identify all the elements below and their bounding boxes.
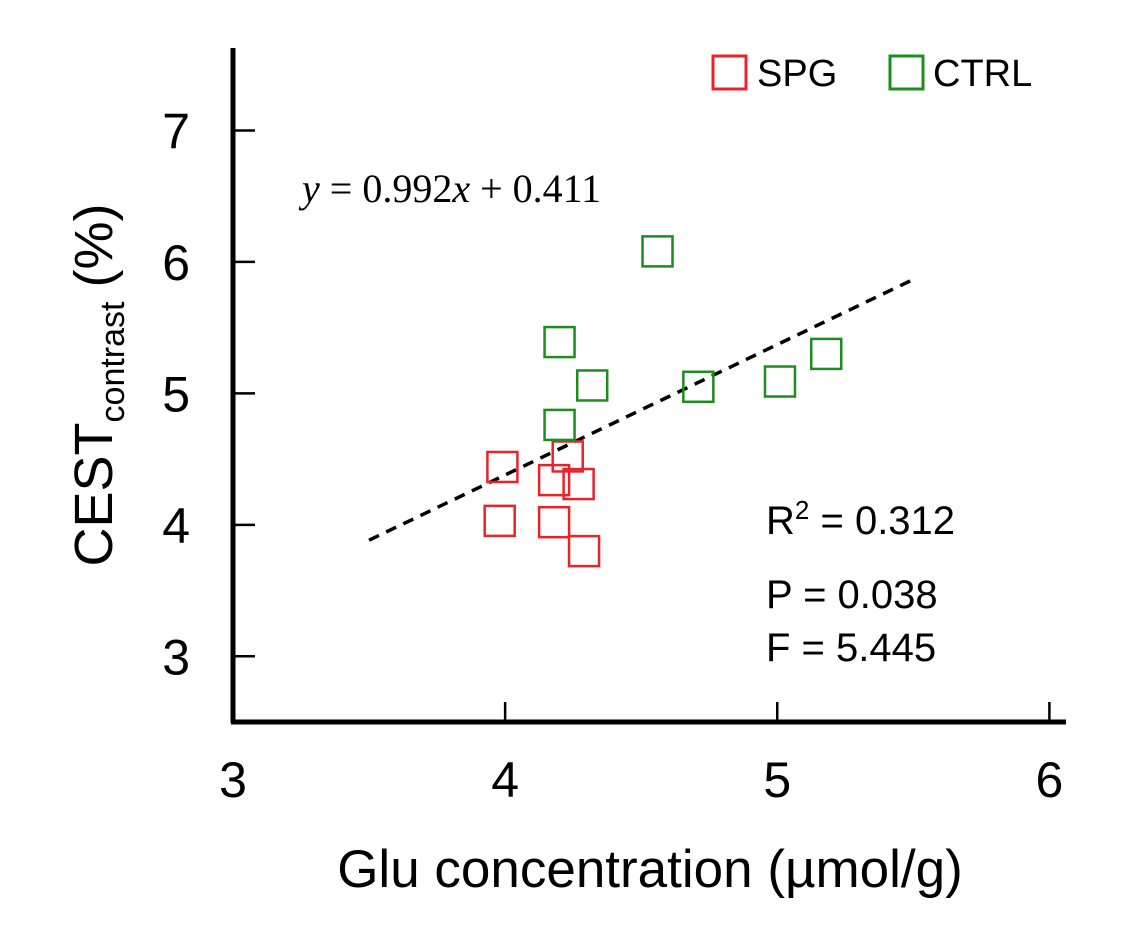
spg-data-point	[562, 467, 595, 501]
spg-data-point	[567, 534, 601, 568]
ctrl-data-point	[641, 235, 674, 268]
spg-data-point	[537, 505, 571, 539]
y-axis-label-main: CEST	[64, 422, 124, 566]
spg-data-point	[486, 450, 519, 484]
spg-data-point	[483, 504, 516, 538]
equation-rest: + 0.411	[470, 166, 601, 211]
fit-line-group	[368, 277, 915, 542]
x-tick-label: 4	[491, 752, 519, 808]
spg-data-point	[537, 463, 571, 497]
legend-spg-label: SPG	[757, 53, 837, 95]
regression-equation: y = 0.992x + 0.411	[298, 166, 601, 211]
equation-eq: = 0.992	[320, 166, 453, 211]
r2-superscript: 2	[795, 495, 809, 525]
equation-y: y	[298, 166, 320, 211]
legend: SPG CTRL	[711, 53, 1032, 95]
ctrl-data-point	[543, 325, 576, 359]
y-tick-label: 7	[162, 103, 190, 159]
legend-ctrl-marker	[888, 54, 925, 91]
y-tick-label: 5	[162, 366, 190, 422]
x-tick-label: 6	[1035, 752, 1063, 808]
legend-spg-marker	[711, 54, 748, 91]
y-ticks: 3 4 5 6 7	[162, 103, 255, 685]
ctrl-data-point	[682, 370, 715, 404]
regression-line	[368, 277, 915, 542]
p-value-stat: P = 0.038	[766, 573, 938, 617]
x-tick-label: 5	[763, 752, 791, 808]
ctrl-data-point	[809, 337, 843, 371]
ctrl-data-point	[575, 369, 609, 402]
y-tick-label: 3	[162, 629, 190, 685]
y-tick-label: 6	[162, 235, 190, 291]
y-axis-label-sub: contrast	[94, 301, 132, 422]
y-tick-label: 4	[162, 498, 190, 554]
r-squared-stat: R2 = 0.312	[766, 495, 955, 543]
y-axis-label-unit: (%)	[64, 204, 124, 288]
data-points	[483, 235, 843, 568]
x-axis-label: Glu concentration (µmol/g)	[337, 840, 963, 899]
ctrl-data-point	[763, 365, 797, 398]
legend-ctrl-label: CTRL	[933, 53, 1032, 95]
f-value-stat: F = 5.445	[766, 626, 936, 670]
r2-label: R	[766, 499, 795, 543]
y-axis-label: CESTcontrast (%)	[64, 204, 132, 567]
r2-value: = 0.312	[809, 499, 955, 543]
x-ticks: 3 4 5 6	[219, 702, 1063, 808]
ctrl-data-point	[543, 408, 576, 442]
spg-data-point	[551, 440, 584, 473]
equation-x: x	[451, 166, 470, 211]
x-tick-label: 3	[219, 752, 247, 808]
